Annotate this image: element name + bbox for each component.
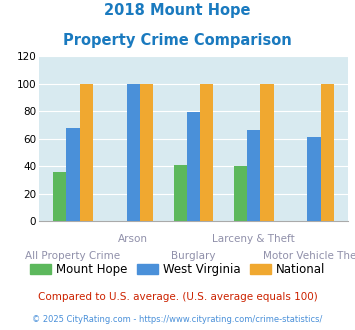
Text: © 2025 CityRating.com - https://www.cityrating.com/crime-statistics/: © 2025 CityRating.com - https://www.city… xyxy=(32,315,323,324)
Text: Arson: Arson xyxy=(118,234,148,244)
Bar xyxy=(260,83,274,221)
Bar xyxy=(174,165,187,221)
Text: Property Crime Comparison: Property Crime Comparison xyxy=(63,33,292,48)
Bar xyxy=(307,137,321,221)
Bar xyxy=(247,130,260,221)
Bar xyxy=(127,83,140,221)
Bar xyxy=(200,83,213,221)
Text: Compared to U.S. average. (U.S. average equals 100): Compared to U.S. average. (U.S. average … xyxy=(38,292,317,302)
Bar xyxy=(187,113,200,221)
Bar xyxy=(53,172,66,221)
Bar xyxy=(80,83,93,221)
Bar xyxy=(234,166,247,221)
Text: Larceny & Theft: Larceny & Theft xyxy=(212,234,295,244)
Text: Burglary: Burglary xyxy=(171,251,216,261)
Legend: Mount Hope, West Virginia, National: Mount Hope, West Virginia, National xyxy=(25,258,330,281)
Bar xyxy=(140,83,153,221)
Bar xyxy=(66,128,80,221)
Text: 2018 Mount Hope: 2018 Mount Hope xyxy=(104,3,251,18)
Text: All Property Crime: All Property Crime xyxy=(26,251,121,261)
Bar xyxy=(321,83,334,221)
Text: Motor Vehicle Theft: Motor Vehicle Theft xyxy=(263,251,355,261)
